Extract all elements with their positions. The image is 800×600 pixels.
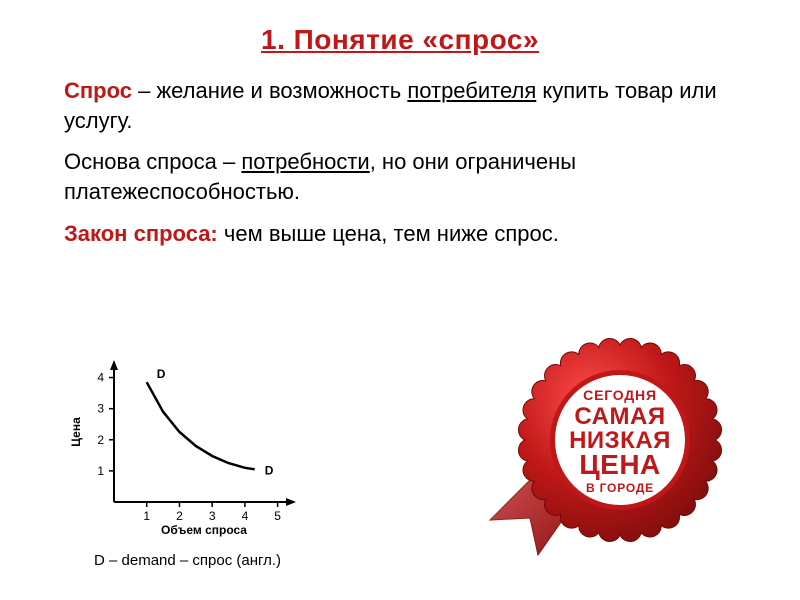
slide-body: Спрос – желание и возможность потребител… xyxy=(64,76,736,248)
svg-text:ЦЕНА: ЦЕНА xyxy=(579,449,661,480)
svg-text:4: 4 xyxy=(242,509,249,523)
svg-text:5: 5 xyxy=(274,509,281,523)
chart-caption: D – demand – спрос (англ.) xyxy=(64,552,324,569)
demand-chart: 123451234Объем спросаЦенаDD xyxy=(64,350,304,540)
svg-text:Объем спроса: Объем спроса xyxy=(161,523,247,537)
svg-text:D: D xyxy=(265,463,274,477)
svg-text:2: 2 xyxy=(97,433,104,447)
svg-text:4: 4 xyxy=(97,371,104,385)
svg-text:D: D xyxy=(157,367,166,381)
law-label: Закон спроса: xyxy=(64,221,218,246)
p2-underline: потребности xyxy=(241,149,369,174)
paragraph-1: Спрос – желание и возможность потребител… xyxy=(64,76,736,135)
paragraph-3: Закон спроса: чем выше цена, тем ниже сп… xyxy=(64,219,736,249)
p1-text-before: – желание и возможность xyxy=(132,78,407,103)
paragraph-2: Основа спроса – потребности, но они огра… xyxy=(64,147,736,206)
price-badge-svg: СЕГОДНЯСАМАЯНИЗКАЯЦЕНАВ ГОРОДЕ xyxy=(480,320,740,580)
svg-text:Цена: Цена xyxy=(69,417,83,447)
p3-text: чем выше цена, тем ниже спрос. xyxy=(218,221,559,246)
svg-text:1: 1 xyxy=(97,464,104,478)
svg-text:3: 3 xyxy=(97,402,104,416)
svg-text:СЕГОДНЯ: СЕГОДНЯ xyxy=(583,387,657,403)
svg-text:2: 2 xyxy=(176,509,183,523)
price-badge: СЕГОДНЯСАМАЯНИЗКАЯЦЕНАВ ГОРОДЕ xyxy=(480,320,740,580)
slide-title: 1. Понятие «спрос» xyxy=(64,24,736,56)
svg-text:САМАЯ: САМАЯ xyxy=(574,403,665,430)
svg-text:В ГОРОДЕ: В ГОРОДЕ xyxy=(586,481,654,495)
slide: 1. Понятие «спрос» Спрос – желание и воз… xyxy=(0,0,800,600)
p1-underline: потребителя xyxy=(407,78,536,103)
p2-text-before: Основа спроса – xyxy=(64,149,241,174)
demand-chart-container: 123451234Объем спросаЦенаDD D – demand –… xyxy=(64,350,324,569)
term-spros: Спрос xyxy=(64,78,132,103)
svg-text:3: 3 xyxy=(209,509,216,523)
svg-text:1: 1 xyxy=(143,509,150,523)
